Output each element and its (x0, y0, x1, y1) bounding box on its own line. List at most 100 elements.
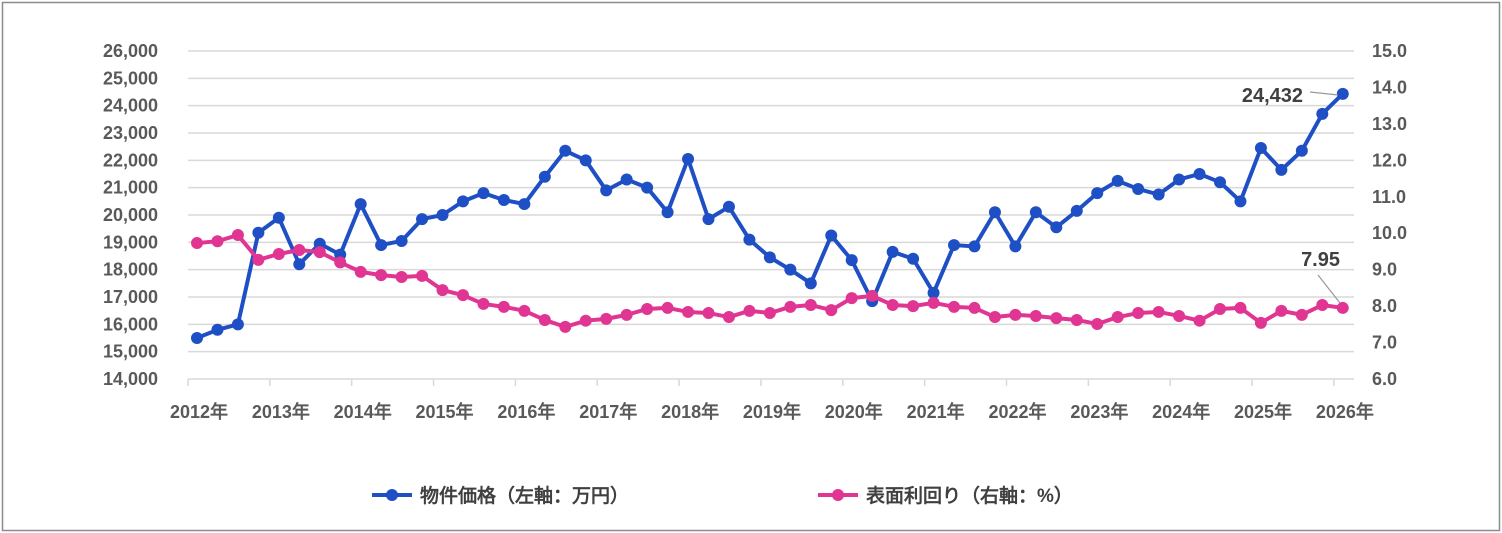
data-point (334, 256, 347, 269)
data-point (456, 289, 469, 302)
y-right-tick-label: 13.0 (1372, 114, 1407, 134)
data-point (518, 304, 531, 317)
x-tick-label: 2024年 (1152, 401, 1210, 422)
data-point (927, 286, 940, 299)
data-point (252, 226, 265, 239)
data-point (641, 303, 654, 316)
data-point (948, 239, 961, 252)
data-label-price-last: 24,432 (1242, 85, 1303, 107)
data-point (1193, 314, 1206, 327)
data-point (1152, 305, 1165, 318)
data-point (354, 265, 367, 278)
y-right-tick-label: 12.0 (1372, 150, 1407, 170)
data-point (272, 211, 285, 224)
data-point (600, 184, 613, 197)
data-point (211, 235, 224, 248)
legend-label-price: 物件価格（左軸：万円） (420, 484, 629, 507)
data-point (702, 213, 715, 226)
y-left-tick-label: 15,000 (103, 342, 158, 362)
data-point (722, 200, 735, 213)
x-tick-label: 2026年 (1316, 401, 1374, 422)
data-point (1050, 221, 1063, 234)
data-point (1009, 240, 1022, 253)
data-point (968, 240, 981, 253)
y-left-tick-label: 19,000 (103, 232, 158, 252)
data-point (763, 307, 776, 320)
data-label-yield-last: 7.95 (1301, 249, 1340, 271)
data-point (538, 170, 551, 183)
data-point (272, 247, 285, 260)
data-point (1254, 316, 1267, 329)
data-point (620, 308, 633, 321)
data-point (211, 323, 224, 336)
data-point (682, 152, 695, 165)
x-tick-label: 2013年 (252, 401, 310, 422)
y-left-tick-label: 20,000 (103, 205, 158, 225)
data-point (436, 284, 449, 297)
data-point (456, 195, 469, 208)
y-right-tick-label: 10.0 (1372, 223, 1407, 243)
data-point (477, 187, 490, 200)
data-point (231, 318, 244, 331)
x-tick-label: 2017年 (579, 401, 637, 422)
legend-label-yield: 表面利回り（右軸：%） (866, 484, 1073, 507)
data-point (191, 332, 203, 344)
data-point (722, 311, 735, 324)
data-point (763, 251, 776, 264)
data-point (1295, 308, 1308, 321)
data-point (395, 234, 408, 247)
data-point (1214, 303, 1226, 316)
data-point (538, 313, 551, 326)
y-right-tick-label: 11.0 (1372, 187, 1406, 207)
data-point (436, 209, 449, 221)
data-point (907, 252, 920, 265)
data-point (497, 300, 510, 313)
data-point (968, 301, 981, 314)
data-point (1254, 142, 1267, 155)
x-tick-label: 2021年 (907, 401, 965, 422)
data-point (1111, 311, 1124, 324)
legend-item-price: 物件価格（左軸：万円） (372, 484, 629, 507)
data-point (416, 269, 429, 282)
data-point (1234, 301, 1247, 314)
data-point (804, 299, 817, 312)
data-point (579, 314, 592, 327)
data-point (1336, 87, 1349, 100)
data-point (559, 144, 572, 157)
y-right-tick-label: 9.0 (1372, 260, 1397, 280)
data-point (375, 239, 388, 252)
data-point (375, 269, 388, 282)
x-tick-label: 2019年 (743, 401, 801, 422)
y-left-tick-label: 26,000 (103, 41, 158, 61)
data-point (845, 254, 858, 267)
data-point (1029, 206, 1042, 219)
data-point (395, 270, 408, 283)
data-point (825, 229, 838, 242)
data-point (1275, 304, 1288, 317)
data-point (559, 320, 572, 333)
y-left-tick-label: 22,000 (103, 150, 158, 170)
data-point (600, 312, 613, 325)
data-point (1009, 308, 1022, 321)
data-point (866, 289, 879, 302)
data-point (988, 206, 1001, 219)
legend-item-yield: 表面利回り（右軸：%） (818, 484, 1073, 507)
data-point (1193, 168, 1206, 180)
y-right-tick-label: 14.0 (1372, 77, 1407, 97)
data-point (1050, 312, 1063, 325)
x-tick-label: 2022年 (988, 401, 1046, 422)
data-point (416, 213, 429, 226)
data-point (661, 206, 674, 219)
y-right-tick-label: 15.0 (1372, 41, 1407, 61)
x-tick-label: 2015年 (416, 401, 474, 422)
data-point (661, 301, 674, 314)
data-point (518, 198, 531, 211)
x-tick-label: 2020年 (825, 401, 883, 422)
data-point (620, 173, 633, 186)
data-point (886, 299, 899, 312)
data-point (1132, 183, 1145, 196)
y-left-tick-label: 21,000 (103, 178, 158, 198)
data-point (682, 305, 695, 318)
y-left-tick-label: 16,000 (103, 314, 158, 334)
data-point (191, 237, 203, 250)
